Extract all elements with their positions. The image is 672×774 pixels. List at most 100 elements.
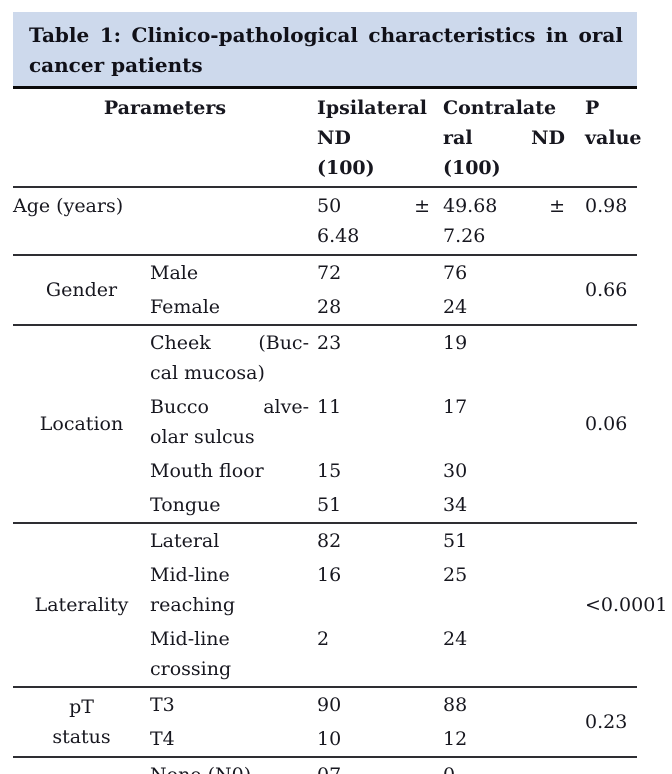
label-line: Mid-line <box>150 628 230 650</box>
cell-laterality-p-value: <0.0001 <box>585 594 668 616</box>
col-header-p-value: P value <box>585 93 642 153</box>
table-row: None (N0) 07 0 <box>150 758 585 774</box>
cell-subparameter: None (N0) <box>150 760 317 774</box>
table-row: T3 90 88 <box>150 688 585 722</box>
table-header-row: Parameters Ipsilateral ND (100) Contrala… <box>13 89 642 188</box>
col-header-parameters: Parameters <box>103 97 227 119</box>
mean-value: 49.68 <box>443 195 498 217</box>
cell-contralateral: 24 <box>443 296 468 318</box>
cell-pt-status-p-value: 0.23 <box>585 711 628 733</box>
cell-gender-p-value: 0.66 <box>585 279 628 301</box>
cell-ipsilateral: 07 <box>317 760 443 774</box>
group-label-location: Location <box>39 413 124 435</box>
table-row: Female 28 24 <box>150 290 585 324</box>
table-row: Tongue 51 34 <box>150 488 585 522</box>
col-header-ipsilateral-nd: Ipsilateral ND (100) <box>317 93 443 183</box>
cell-subparameter: Bucco alve- olar sulcus <box>150 392 317 452</box>
group-nodal-status-partial: None (N0) 07 0 <box>13 756 637 774</box>
table-row: Male 72 76 <box>150 256 585 290</box>
sd-value: 6.48 <box>317 225 360 247</box>
table-row: Cheek (Buc- cal mucosa) 23 19 <box>150 326 585 390</box>
cell-ipsilateral: 82 <box>317 530 342 552</box>
cell-contralateral: 34 <box>443 494 468 516</box>
table-row: Mid-line reaching 16 25 <box>150 558 585 622</box>
cell-ipsilateral: 10 <box>317 728 342 750</box>
header-line-part: ND <box>531 127 565 149</box>
cell-subparameter: Lateral <box>150 530 220 552</box>
cell-contralateral: 19 <box>443 332 468 354</box>
cell-ipsilateral: 51 <box>317 494 342 516</box>
cell-subparameter: Mid-line crossing <box>150 624 317 684</box>
table-title: Table 1: Clinico-pathological characteri… <box>13 12 637 89</box>
cell-contralateral: 17 <box>443 396 468 418</box>
plus-minus-sign: ± <box>414 195 430 217</box>
group-laterality: Laterality Lateral 82 51 Mid-line reachi… <box>13 522 668 686</box>
table-title-line2: cancer patients <box>29 53 203 77</box>
table-row: Bucco alve- olar sulcus 11 17 <box>150 390 585 454</box>
table-title-line1: Table 1: Clinico-pathological characteri… <box>29 23 623 47</box>
cell-age-p-value: 0.98 <box>585 195 628 217</box>
cell-location-p-value: 0.06 <box>585 413 628 435</box>
cell-age-ipsilateral: 50 ± 6.48 <box>317 191 443 251</box>
cell-ipsilateral: 15 <box>317 460 342 482</box>
label-line: crossing <box>150 658 232 680</box>
value-line: 50 ± <box>317 191 430 221</box>
cell-contralateral: 0 <box>443 760 585 774</box>
cell-contralateral: 30 <box>443 460 468 482</box>
cell-subparameter: Tongue <box>150 494 221 516</box>
label-line: reaching <box>150 594 236 616</box>
header-line: Ipsilateral <box>317 97 428 119</box>
group-gender: Gender Male 72 76 Female 28 24 0.66 <box>13 254 637 324</box>
cell-ipsilateral: 90 <box>317 694 342 716</box>
header-line: ND <box>317 127 351 149</box>
group-label-gender: Gender <box>45 279 118 301</box>
table-row: Mouth floor 15 30 <box>150 454 585 488</box>
label-line: pT <box>69 696 94 718</box>
cell-ipsilateral: 72 <box>317 262 342 284</box>
group-location: Location Cheek (Buc- cal mucosa) 23 19 B… <box>13 324 637 522</box>
cell-age-contralateral: 49.68 ± 7.26 <box>443 191 585 251</box>
cell-subparameter: T3 <box>150 694 175 716</box>
header-line: (100) <box>443 157 501 179</box>
cell-ipsilateral: 2 <box>317 628 330 650</box>
group-label-pt-status: pT status <box>13 692 150 752</box>
mean-value: 50 <box>317 195 342 217</box>
label-line: olar sulcus <box>150 426 255 448</box>
cell-contralateral: 12 <box>443 728 468 750</box>
header-line: P <box>585 97 600 119</box>
group-pt-status: pT status T3 90 88 T4 10 12 0.23 <box>13 686 637 756</box>
header-line: Contralate <box>443 97 557 119</box>
value-line: 49.68 ± <box>443 191 565 221</box>
table-row: Lateral 82 51 <box>150 524 585 558</box>
header-line: value <box>585 127 642 149</box>
cell-ipsilateral: 11 <box>317 396 342 418</box>
cell-ipsilateral: 16 <box>317 564 342 586</box>
cell-subparameter: Cheek (Buc- cal mucosa) <box>150 328 317 388</box>
cell-contralateral: 24 <box>443 628 468 650</box>
sd-value: 7.26 <box>443 225 486 247</box>
cell-contralateral: 88 <box>443 694 468 716</box>
cell-subparameter: Mid-line reaching <box>150 560 317 620</box>
row-age: Age (years) 50 ± 6.48 49.68 ± 7.26 0.98 <box>13 188 637 254</box>
table-row: Mid-line crossing 2 24 <box>150 622 585 686</box>
plus-minus-sign: ± <box>549 195 565 217</box>
group-label-laterality: Laterality <box>34 594 129 616</box>
row-label-age: Age (years) <box>13 195 124 217</box>
header-line: ral ND <box>443 123 565 153</box>
cell-ipsilateral: 23 <box>317 332 342 354</box>
cell-subparameter: T4 <box>150 728 175 750</box>
col-header-contralateral-nd: Contralate ral ND (100) <box>443 93 585 183</box>
label-line: cal mucosa) <box>150 362 265 384</box>
cell-ipsilateral: 28 <box>317 296 342 318</box>
label-line: Bucco alve- <box>150 396 309 418</box>
clinico-pathological-table: Parameters Ipsilateral ND (100) Contrala… <box>13 89 668 774</box>
header-line-part: ral <box>443 127 473 149</box>
label-line: Mid-line <box>150 564 230 586</box>
cell-subparameter: Mouth floor <box>150 460 264 482</box>
table-row: T4 10 12 <box>150 722 585 756</box>
cell-contralateral: 76 <box>443 262 468 284</box>
cell-subparameter: Female <box>150 296 221 318</box>
cell-contralateral: 51 <box>443 530 468 552</box>
label-line: Cheek (Buc- <box>150 332 309 354</box>
